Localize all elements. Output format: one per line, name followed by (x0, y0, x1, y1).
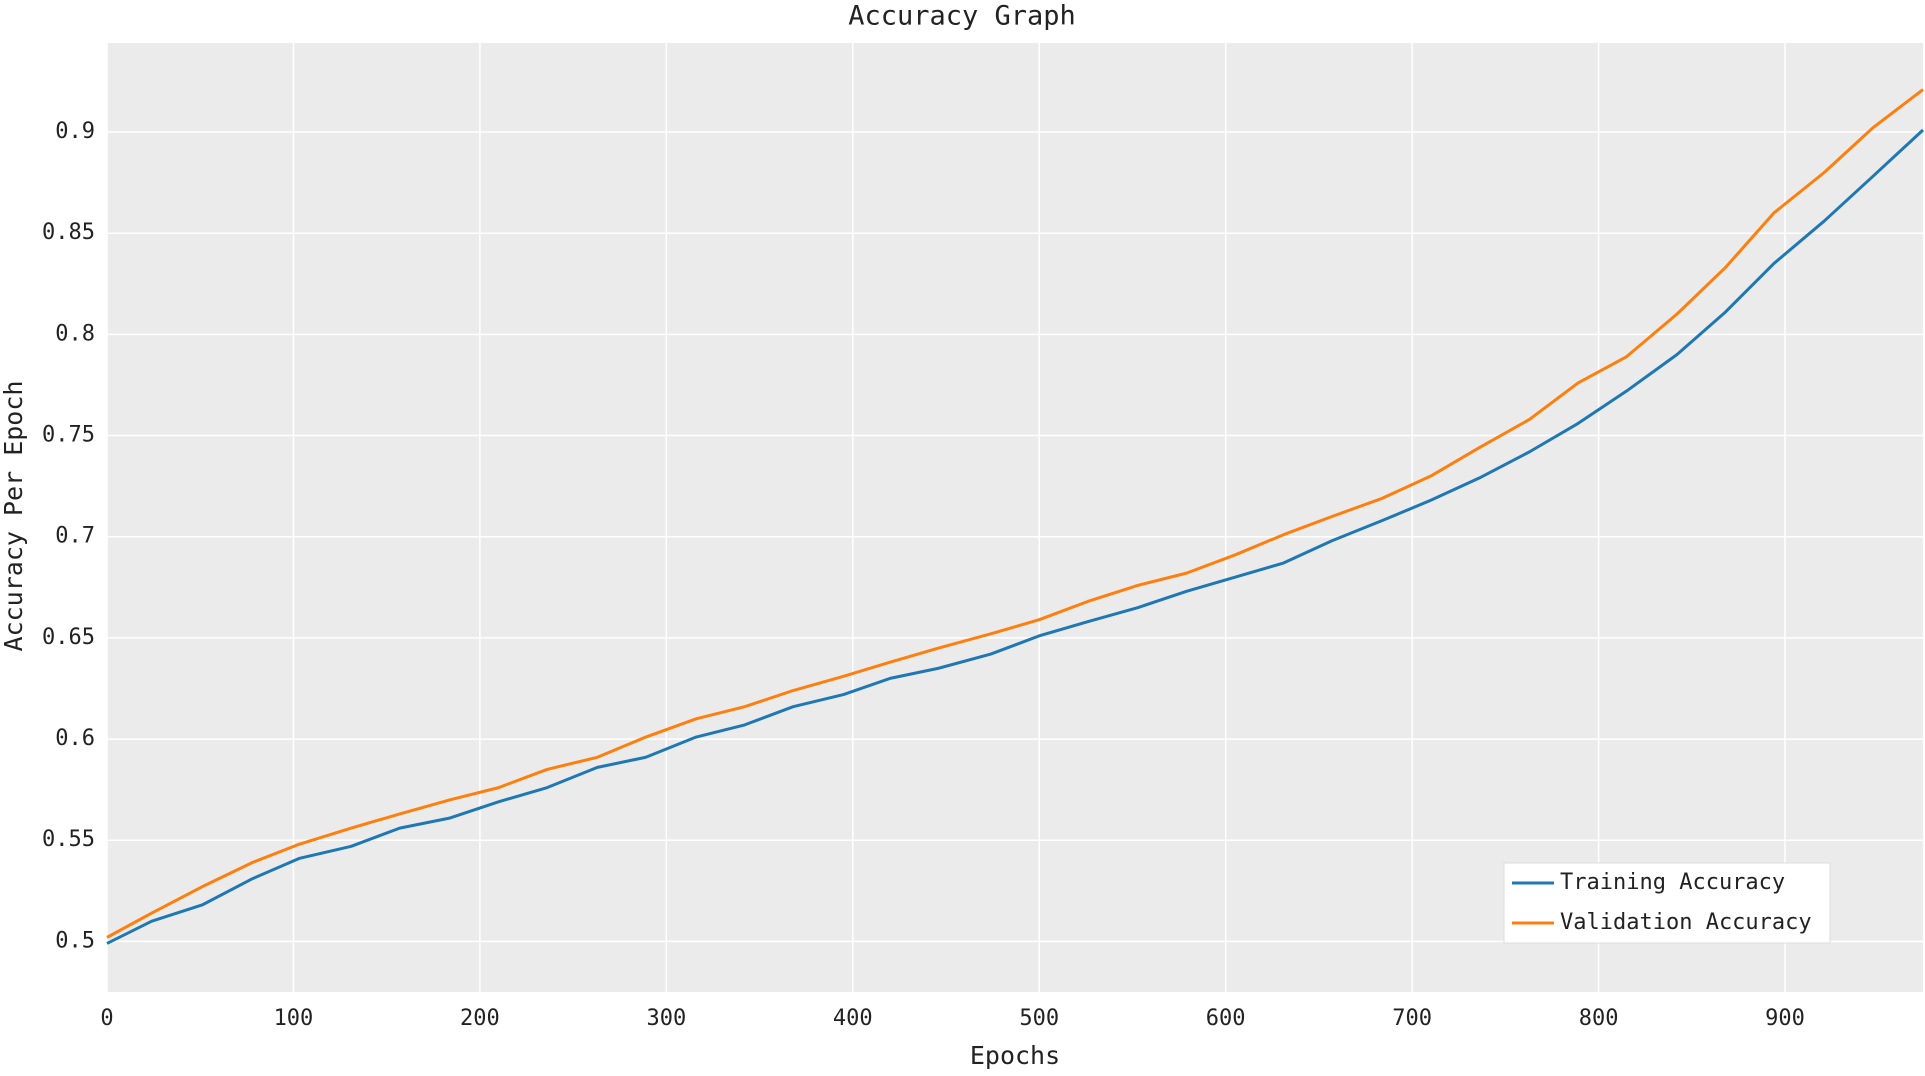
y-tick-label: 0.5 (55, 928, 95, 953)
data-line (106, 128, 1925, 945)
x-tick-label: 800 (1579, 1006, 1619, 1031)
y-tick-label: 0.7 (55, 524, 95, 549)
y-tick-label: 0.9 (55, 119, 95, 144)
y-axis-label: Accuracy Per Epoch (0, 381, 28, 652)
x-tick-label: 600 (1206, 1006, 1246, 1031)
chart-title: Accuracy Graph (848, 1, 1076, 32)
legend: Training Accuracy Validation Accuracy (1503, 862, 1831, 944)
x-tick-label: 100 (274, 1006, 314, 1031)
legend-label: Validation Accuracy (1560, 910, 1812, 935)
y-tick-label: 0.75 (42, 423, 95, 448)
x-axis-label: Epochs (970, 1041, 1060, 1070)
x-tick-label: 300 (646, 1006, 686, 1031)
y-tick-label: 0.65 (42, 625, 95, 650)
x-tick-label: 900 (1765, 1006, 1805, 1031)
x-tick-label: 500 (1019, 1006, 1059, 1031)
x-tick-label: 400 (833, 1006, 873, 1031)
legend-box (1503, 862, 1831, 944)
legend-label: Training Accuracy (1560, 870, 1785, 895)
plot-area (107, 43, 1923, 992)
x-tick-label: 700 (1392, 1006, 1432, 1031)
y-tick-label: 0.6 (55, 726, 95, 751)
y-tick-label: 0.85 (42, 220, 95, 245)
x-tick-label: 0 (100, 1006, 113, 1031)
data-line (106, 88, 1924, 939)
y-tick-label: 0.8 (55, 321, 95, 346)
x-tick-label: 200 (460, 1006, 500, 1031)
y-tick-label: 0.55 (42, 827, 95, 852)
